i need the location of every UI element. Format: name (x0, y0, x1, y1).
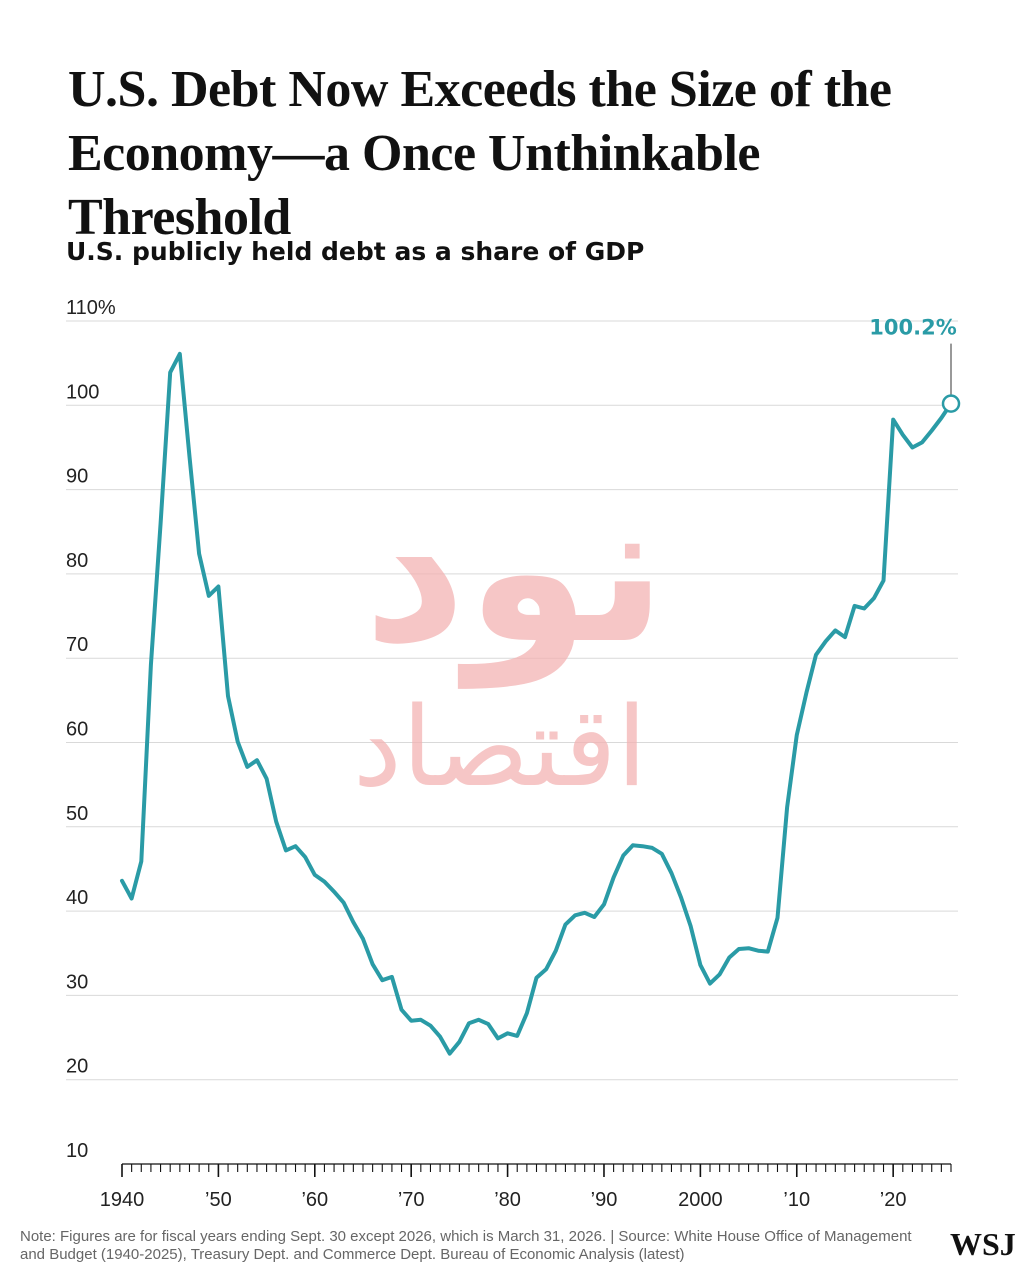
debt-line (120, 351, 953, 1056)
y-tick-label: 100 (66, 381, 99, 403)
x-tick-label: ’50 (205, 1189, 232, 1211)
endpoint-marker (941, 394, 961, 413)
y-tick-label: 20 (66, 1056, 88, 1078)
annotation-label: 100.2% (869, 316, 956, 340)
y-tick-label: 50 (66, 803, 88, 825)
x-tick-label: ’70 (398, 1189, 425, 1211)
x-tick-label: ’10 (783, 1189, 810, 1211)
x-axis-ticks: 1940 ’50 ’60 ’70 ’80 ’90 2000 ’10 ’20 (100, 1164, 952, 1211)
y-tick-label: 60 (66, 719, 88, 741)
y-tick-label: 10 (66, 1140, 88, 1162)
watermark-word-large: نود (363, 455, 666, 689)
y-tick-label: 80 (66, 550, 88, 572)
gridlines (66, 320, 958, 1081)
y-tick-label: 90 (66, 466, 88, 488)
watermark-word-small: اقتصاد (353, 683, 647, 811)
x-tick-label: ’20 (880, 1189, 907, 1211)
chart-subtitle: U.S. publicly held debt as a share of GD… (66, 237, 645, 266)
y-tick-label: 110% (66, 297, 116, 319)
source-note: Note: Figures are for fiscal years endin… (20, 1228, 912, 1263)
x-tick-label: ’90 (591, 1189, 618, 1211)
y-axis-labels: 10 20 30 40 50 60 70 80 90 100 110% (66, 297, 116, 1162)
wsj-logo: WSJ (950, 1226, 1016, 1262)
x-tick-label: 1940 (100, 1189, 145, 1211)
y-tick-label: 70 (66, 634, 88, 656)
y-tick-label: 30 (66, 971, 88, 993)
x-tick-label: ’80 (494, 1189, 521, 1211)
x-tick-label: ’60 (301, 1189, 328, 1211)
y-tick-label: 40 (66, 887, 88, 909)
x-tick-label: 2000 (678, 1189, 723, 1211)
headline: U.S. Debt Now Exceeds the Size of the Ec… (68, 61, 892, 246)
